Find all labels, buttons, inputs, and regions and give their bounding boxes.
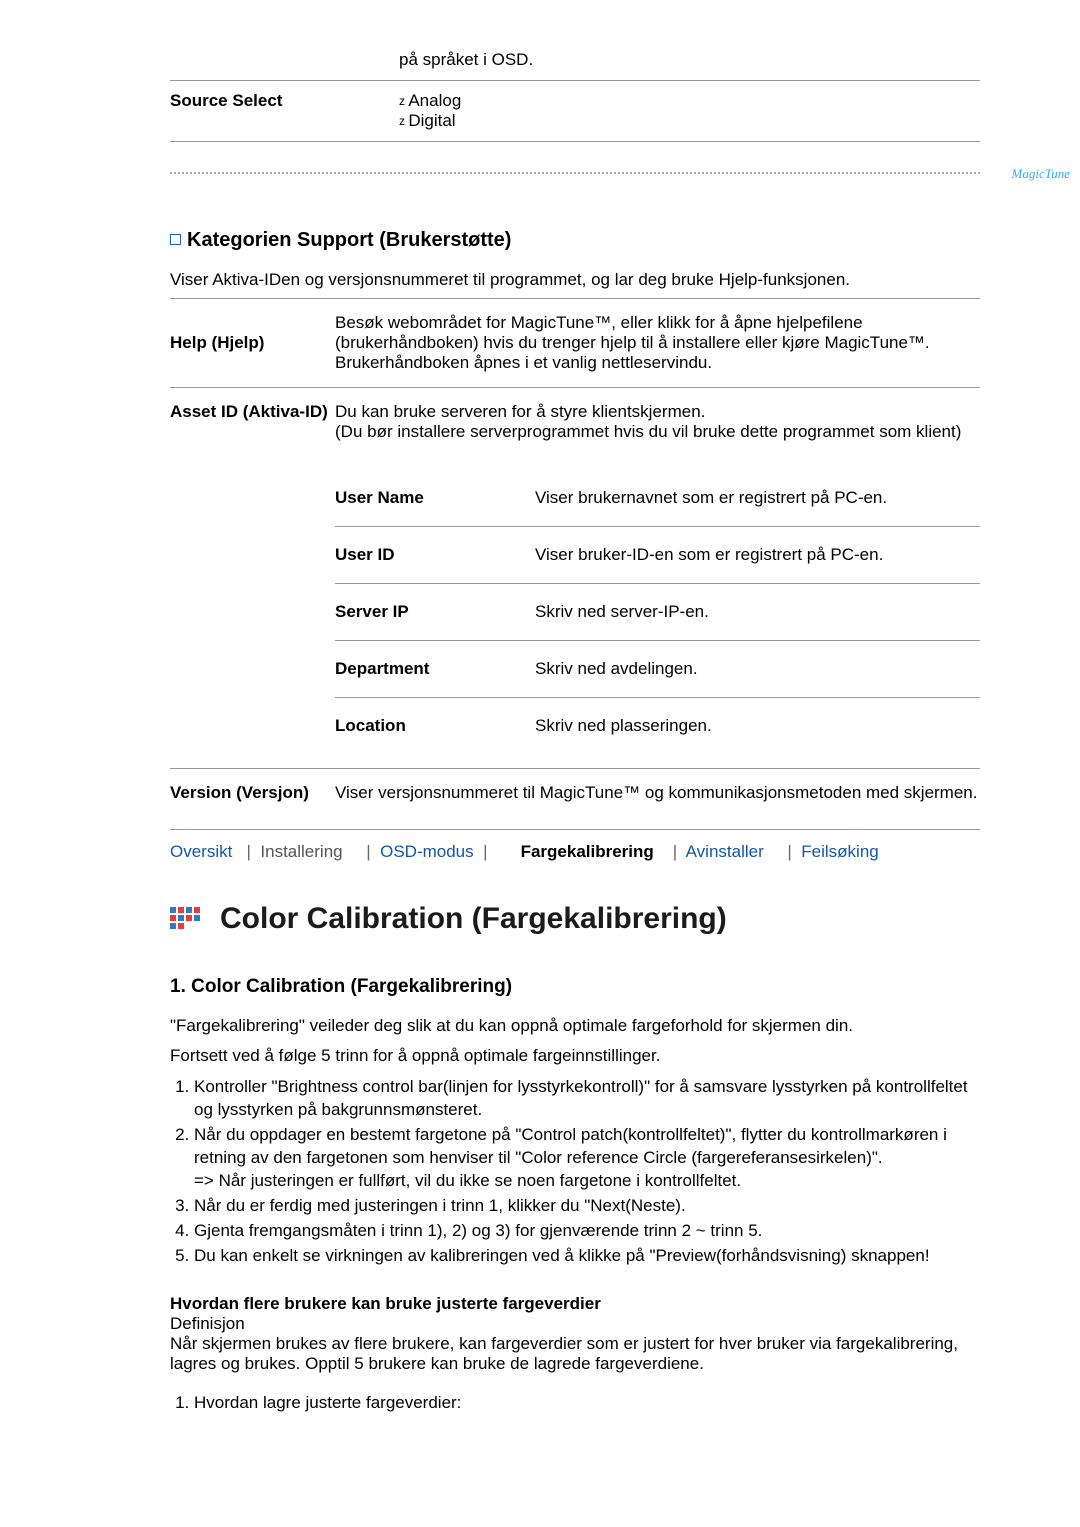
version-desc: Viser versjonsnummeret til MagicTune™ og… <box>335 769 980 818</box>
nav-avinstaller[interactable]: Avinstaller <box>686 842 764 861</box>
cc-title-row: Color Calibration (Fargekalibrering) <box>170 902 980 936</box>
asset-row-serverip: Server IP Skriv ned server-IP-en. <box>335 584 980 641</box>
support-intro: Viser Aktiva-IDen og versjonsnummeret ti… <box>170 270 980 290</box>
cc-step: Når du oppdager en bestemt fargetone på … <box>194 1124 980 1193</box>
asset-id-label: Asset ID (Aktiva-ID) <box>170 388 335 457</box>
asset-id-inner-table: User Name Viser brukernavnet som er regi… <box>335 470 980 754</box>
row-version: Version (Versjon) Viser versjonsnummeret… <box>170 769 980 818</box>
asset-row-location: Location Skriv ned plasseringen. <box>335 698 980 755</box>
nav-oversikt[interactable]: Oversikt <box>170 842 232 861</box>
top-settings-table: på språket i OSD. Source Select Analog D… <box>170 40 980 142</box>
separator-dotted: MagicTune <box>170 172 980 174</box>
nav-fargekalibrering: Fargekalibrering <box>521 842 654 861</box>
howto-def: Når skjermen brukes av flere brukere, ka… <box>170 1334 980 1374</box>
row-osd-language: på språket i OSD. <box>170 40 980 81</box>
cc-step: Du kan enkelt se virkningen av kalibreri… <box>194 1245 980 1268</box>
source-option: Analog <box>399 91 980 111</box>
asset-id-desc: Du kan bruke serveren for å styre klient… <box>335 388 980 457</box>
help-desc: Besøk webområdet for MagicTune™, eller k… <box>335 299 980 388</box>
nav-osd-modus[interactable]: OSD-modus <box>380 842 474 861</box>
cc-step: Gjenta fremgangsmåten i trinn 1), 2) og … <box>194 1220 980 1243</box>
color-grid-icon <box>170 907 204 931</box>
cc-step: Kontroller "Brightness control bar(linje… <box>194 1076 980 1122</box>
help-label: Help (Hjelp) <box>170 299 335 388</box>
howto-step: Hvordan lagre justerte fargeverdier: <box>194 1392 980 1415</box>
source-select-options: Analog Digital <box>399 91 980 131</box>
magictune-logo: MagicTune <box>1012 166 1071 182</box>
cc-p1: "Fargekalibrering" veileder deg slik at … <box>170 1016 980 1036</box>
source-select-label: Source Select <box>170 81 335 142</box>
section-bullet-icon <box>170 234 181 245</box>
howto-def-label: Definisjon <box>170 1314 980 1334</box>
cc-steps: Kontroller "Brightness control bar(linje… <box>194 1076 980 1268</box>
nav-installering[interactable]: Installering <box>260 842 342 861</box>
asset-row-department: Department Skriv ned avdelingen. <box>335 641 980 698</box>
row-asset-id-details: User Name Viser brukernavnet som er regi… <box>170 456 980 769</box>
cc-title: Color Calibration (Fargekalibrering) <box>220 902 727 936</box>
document-page: på språket i OSD. Source Select Analog D… <box>40 0 1040 1464</box>
version-label: Version (Versjon) <box>170 769 335 818</box>
breadcrumb-nav: Oversikt | Installering | OSD-modus | Fa… <box>170 829 980 862</box>
source-option: Digital <box>399 111 980 131</box>
howto-steps: Hvordan lagre justerte fargeverdier: <box>194 1392 980 1415</box>
osd-language-note: på språket i OSD. <box>335 40 980 81</box>
howto-title: Hvordan flere brukere kan bruke justerte… <box>170 1294 980 1314</box>
row-asset-id: Asset ID (Aktiva-ID) Du kan bruke server… <box>170 388 980 457</box>
asset-row-username: User Name Viser brukernavnet som er regi… <box>335 470 980 527</box>
cc-p2: Fortsett ved å følge 5 trinn for å oppnå… <box>170 1046 980 1066</box>
nav-feilsoking[interactable]: Feilsøking <box>801 842 878 861</box>
row-help: Help (Hjelp) Besøk webområdet for MagicT… <box>170 299 980 388</box>
cc-step: Når du er ferdig med justeringen i trinn… <box>194 1195 980 1218</box>
row-source-select: Source Select Analog Digital <box>170 81 980 142</box>
cc-subtitle: 1. Color Calibration (Fargekalibrering) <box>170 976 980 998</box>
support-table: Help (Hjelp) Besøk webområdet for MagicT… <box>170 298 980 817</box>
asset-row-userid: User ID Viser bruker-ID-en som er regist… <box>335 527 980 584</box>
section-title-support: Kategorien Support (Brukerstøtte) <box>170 229 980 252</box>
